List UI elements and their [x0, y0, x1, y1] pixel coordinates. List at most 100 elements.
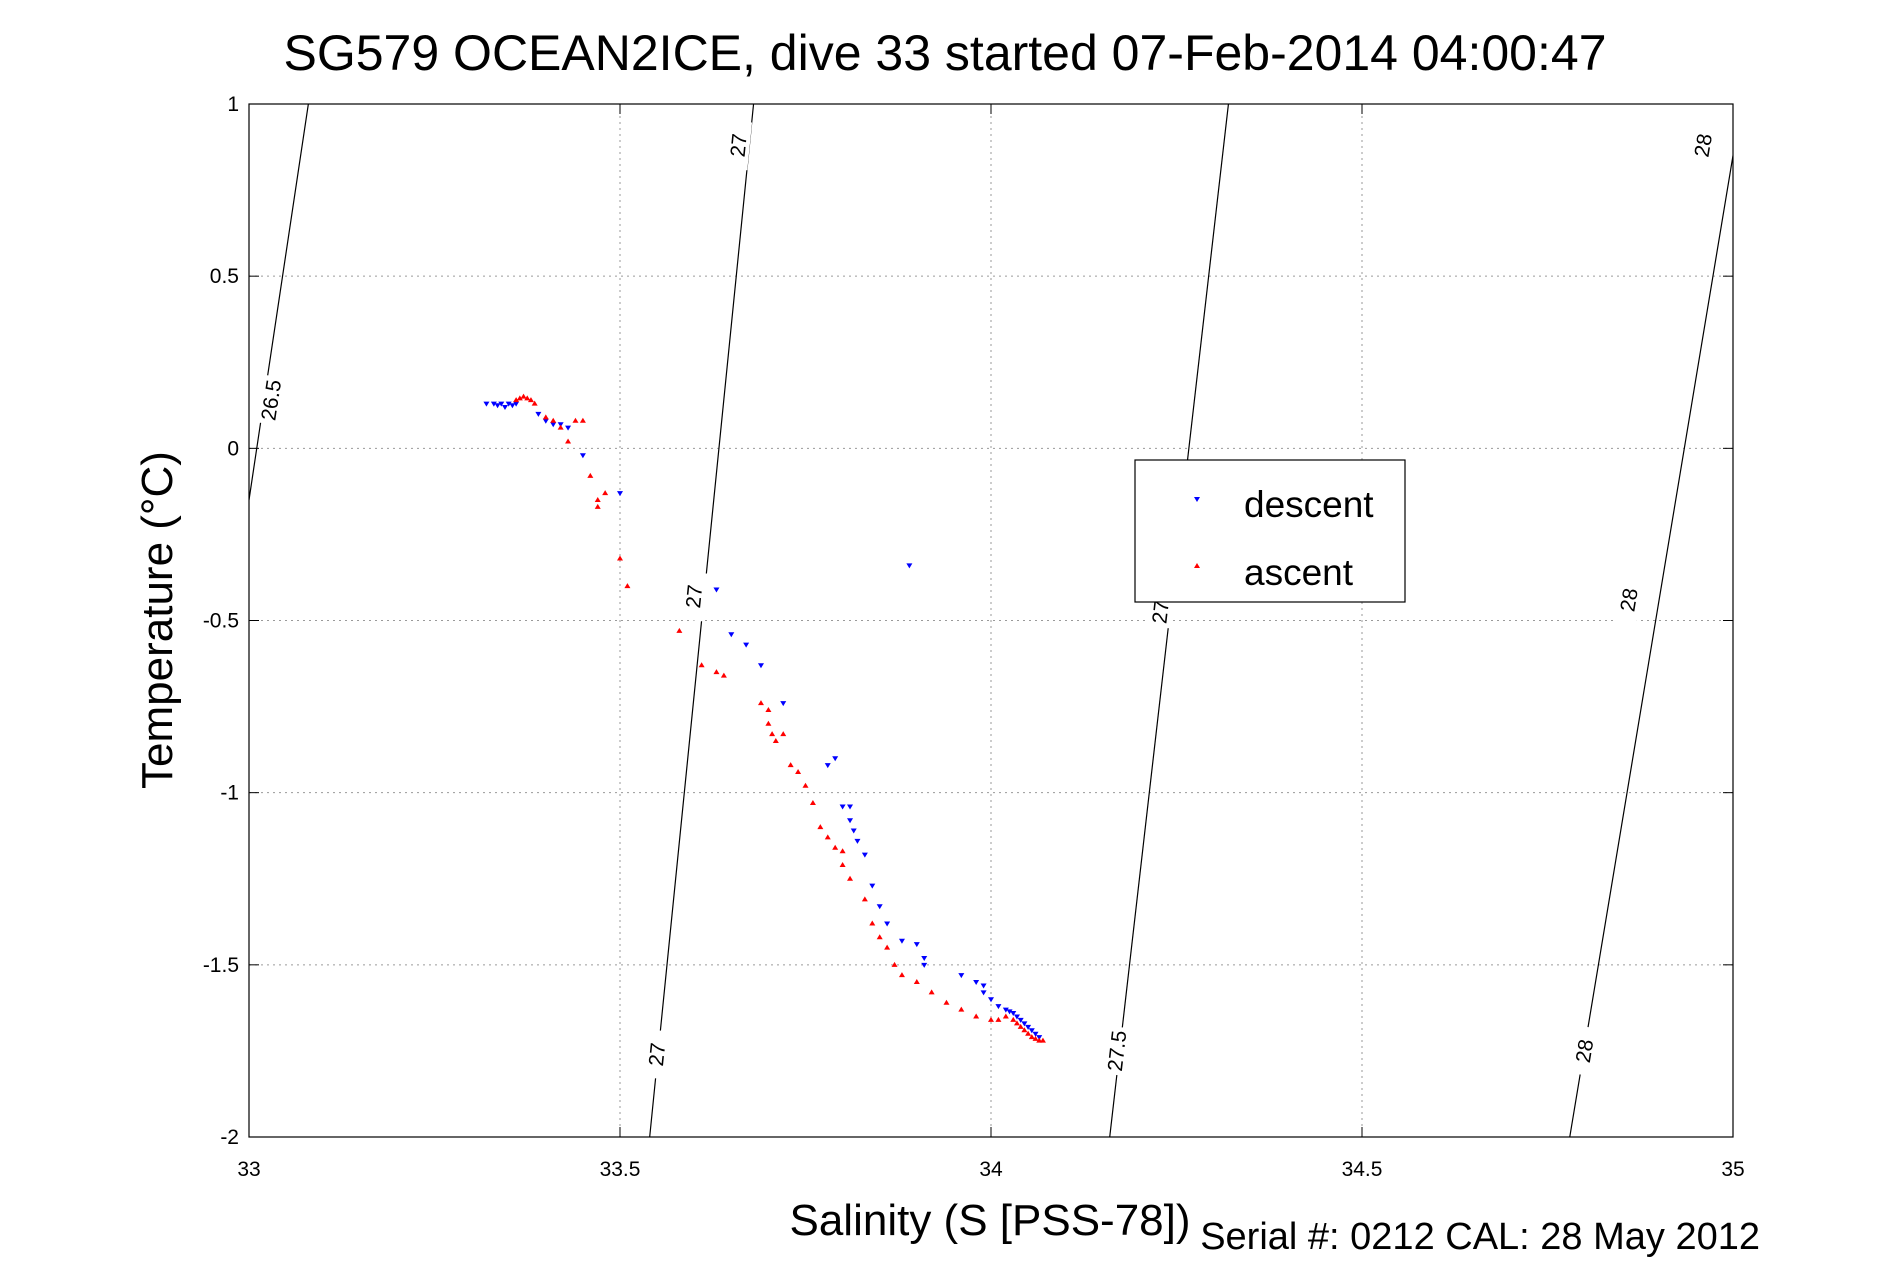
ascent-point [802, 782, 809, 788]
descent-point [988, 997, 994, 1003]
descent-point [565, 425, 572, 431]
y-axis-ticks: -2 -1.5 -1 -0.5 0 0.5 1 [203, 93, 1733, 1149]
ascent-point [898, 972, 905, 978]
descent-point [839, 804, 846, 810]
contour-label: 28 [1691, 132, 1718, 159]
ascent-point [542, 414, 549, 420]
y-tick-label: 0.5 [210, 265, 239, 288]
descent-point [869, 883, 876, 889]
series-descent-markers [483, 401, 1043, 1041]
y-tick-label: 1 [227, 93, 239, 116]
legend-descent-label: descent [1244, 484, 1374, 525]
contour-label: 27.5 [1104, 1029, 1132, 1072]
contour-label: 27 [645, 1042, 670, 1068]
ascent-point [1039, 1037, 1046, 1043]
ascent-point [765, 720, 772, 726]
ascent-point [698, 662, 705, 668]
descent-point [913, 942, 920, 948]
ascent-point [757, 700, 764, 706]
ascent-point [795, 769, 802, 775]
descent-point [757, 663, 764, 669]
descent-point [861, 852, 868, 858]
descent-point [884, 921, 891, 927]
ascent-point [565, 438, 572, 444]
ascent-point [527, 397, 534, 403]
ascent-point [676, 627, 683, 633]
ascent-point [876, 934, 883, 940]
grid-lines [249, 104, 1733, 1137]
legend-ascent-marker [1194, 563, 1200, 568]
ascent-point [869, 920, 876, 926]
descent-point [973, 980, 980, 986]
ascent-point [550, 417, 557, 423]
x-tick-label: 34.5 [1342, 1158, 1383, 1181]
descent-point [847, 804, 854, 810]
ascent-point [624, 583, 631, 589]
descent-point [617, 491, 623, 497]
contour-label: 28 [1572, 1038, 1599, 1065]
descent-point [824, 763, 831, 769]
ascent-point [928, 989, 935, 995]
ascent-point [579, 417, 586, 423]
density-contour-line [249, 104, 309, 501]
ascent-point [780, 731, 787, 737]
descent-point [513, 401, 520, 407]
descent-point [958, 973, 965, 979]
descent-point [898, 938, 905, 944]
descent-point [494, 403, 501, 409]
ascent-point [809, 799, 816, 805]
descent-point [995, 1004, 1002, 1010]
ascent-point [839, 848, 846, 854]
contour-label-bg [725, 120, 753, 171]
ascent-point [861, 896, 868, 902]
descent-point [1032, 1031, 1039, 1037]
ascent-point [824, 834, 831, 840]
ascent-point [524, 395, 531, 401]
ascent-point [988, 1016, 994, 1022]
descent-point [483, 401, 490, 407]
contour-label: 27 [727, 133, 752, 159]
ascent-point [1021, 1027, 1028, 1033]
contour-label-bg [1614, 574, 1644, 626]
descent-point [743, 642, 750, 648]
ascent-point [557, 424, 564, 430]
legend-box [1134, 459, 1406, 603]
contour-label: 27 [682, 584, 707, 610]
ascent-point [958, 1006, 965, 1012]
descent-point [579, 453, 586, 459]
x-tick-label: 35 [1721, 1158, 1744, 1181]
ascent-point [713, 669, 720, 675]
ascent-point [1028, 1034, 1035, 1040]
ascent-point [1013, 1020, 1020, 1026]
descent-point [921, 962, 928, 968]
ascent-point [594, 496, 601, 502]
descent-point [1028, 1028, 1035, 1034]
density-contour-line [1569, 155, 1733, 1137]
ascent-point [847, 875, 854, 881]
descent-point [1021, 1021, 1028, 1027]
ascent-point [617, 555, 623, 561]
contour-label-bg [1688, 119, 1719, 171]
ascent-point [587, 472, 594, 478]
ascent-point [817, 824, 824, 830]
descent-point [850, 828, 857, 834]
descent-point [501, 405, 508, 411]
ascent-point [1025, 1030, 1032, 1036]
ascent-point [531, 400, 538, 406]
legend: descent ascent [1134, 459, 1406, 603]
descent-point [509, 403, 516, 409]
descent-point [1010, 1011, 1017, 1017]
ascent-point [839, 861, 846, 867]
x-tick-label: 33.5 [600, 1158, 641, 1181]
x-tick-label: 34 [979, 1158, 1003, 1181]
y-tick-label: -0.5 [203, 610, 239, 633]
ascent-point [520, 393, 527, 399]
contour-label: 28 [1616, 587, 1643, 614]
serial-calibration-footer: Serial #: 0212 CAL: 28 May 2012 [1200, 1216, 1760, 1258]
contour-label-bg [1569, 1025, 1600, 1077]
descent-point [498, 401, 505, 407]
descent-point [505, 401, 512, 407]
ascent-point [973, 1013, 980, 1019]
descent-point [847, 818, 854, 824]
